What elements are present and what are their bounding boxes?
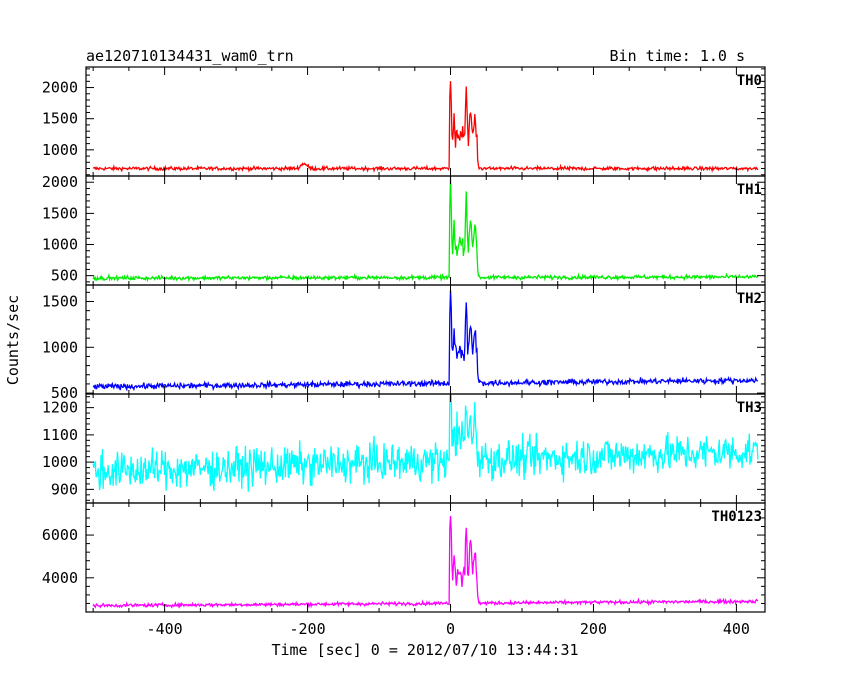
panel-label-th1: TH1 <box>737 182 762 198</box>
y-tick-label: 2000 <box>42 173 78 191</box>
y-axis-title: Counts/sec <box>4 295 22 385</box>
y-tick-label: 1000 <box>42 236 78 254</box>
y-tick-label: 1500 <box>42 110 78 128</box>
x-tick-label: 200 <box>580 620 607 638</box>
panel-label-th2: TH2 <box>737 291 762 307</box>
x-axis: -400 -200 0 200 400 <box>147 620 750 638</box>
y-tick-label: 500 <box>51 267 78 285</box>
panel-th2: 500 1000 1500 TH2 <box>42 284 766 402</box>
panels: 1000 1500 2000 TH0 500 1000 1500 2000 TH1 500 1000… <box>42 66 766 613</box>
y-tick-label: 4000 <box>42 569 78 587</box>
panel-frame <box>85 284 766 395</box>
panel-label-th3: TH3 <box>737 400 762 416</box>
y-tick-label: 2000 <box>42 79 78 97</box>
series-th0123 <box>92 515 759 609</box>
y-tick-label: 1000 <box>42 141 78 159</box>
panel-frame <box>85 175 766 286</box>
panel-label-th0: TH0 <box>737 73 762 89</box>
bin-time-label: Bin time: 1.0 s <box>610 47 745 65</box>
series-th1 <box>92 176 759 283</box>
y-tick-label: 6000 <box>42 526 78 544</box>
y-tick-label: 1000 <box>42 453 78 471</box>
y-tick-label: 1100 <box>42 426 78 444</box>
x-tick-label: -400 <box>147 620 183 638</box>
panel-th3: 900 1000 1100 1200 TH3 <box>42 393 766 504</box>
x-tick-label: 400 <box>723 620 750 638</box>
y-tick-label: 500 <box>51 384 78 402</box>
x-tick-label: 0 <box>446 620 455 638</box>
series-th0 <box>92 81 759 173</box>
panel-th0123: 4000 6000 TH0123 <box>42 502 766 613</box>
chart-title: ae120710134431_wam0_trn <box>86 47 294 65</box>
y-tick-label: 1500 <box>42 292 78 310</box>
panel-th0: 1000 1500 2000 TH0 <box>42 66 766 177</box>
panel-frame <box>85 393 766 504</box>
panel-frame <box>85 502 766 613</box>
x-tick-label: -200 <box>290 620 326 638</box>
y-tick-label: 1500 <box>42 204 78 222</box>
x-axis-title: Time [sec] 0 = 2012/07/10 13:44:31 <box>271 641 578 659</box>
y-tick-label: 1000 <box>42 338 78 356</box>
panel-th1: 500 1000 1500 2000 TH1 <box>42 173 766 286</box>
panel-label-th0123: TH0123 <box>711 509 762 525</box>
series-th3 <box>92 394 759 492</box>
y-tick-label: 900 <box>51 480 78 498</box>
y-tick-label: 1200 <box>42 399 78 417</box>
series-th2 <box>92 290 759 392</box>
panel-frame <box>85 66 766 177</box>
